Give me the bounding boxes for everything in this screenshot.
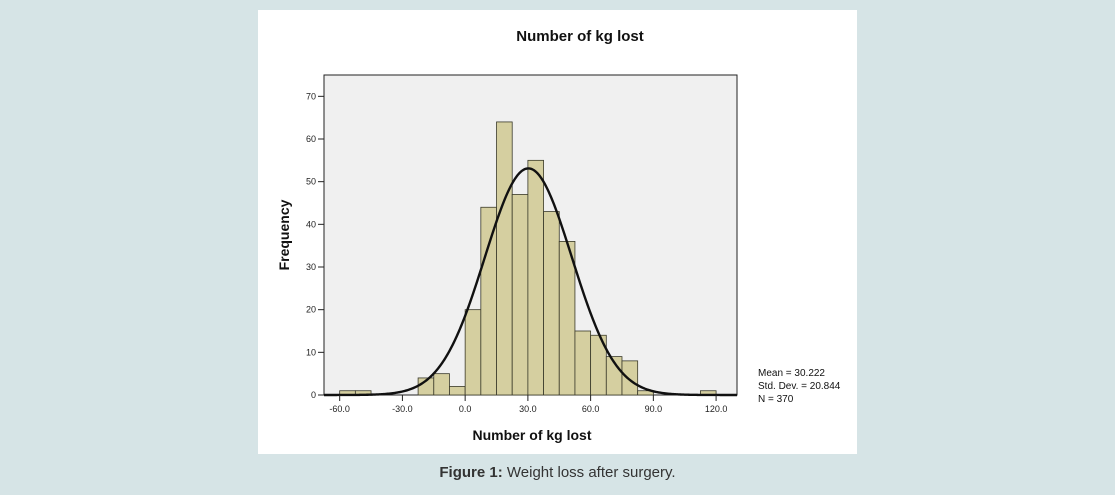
- x-tick-label-6: 120.0: [705, 404, 728, 414]
- histogram-bar-6: [480, 206, 497, 396]
- histogram-bar-3: [433, 373, 450, 396]
- y-tick-label-7: 70: [306, 91, 316, 101]
- histogram-bar-7: [496, 121, 513, 396]
- histogram-bar-5: [464, 309, 482, 396]
- x-tick-label-2: 0.0: [459, 404, 472, 414]
- x-tick-label-3: 30.0: [519, 404, 537, 414]
- histogram-bar-4: [449, 386, 466, 396]
- histogram-bar-16: [637, 390, 654, 396]
- histogram-bar-15: [621, 360, 639, 396]
- histogram-bar-9: [527, 159, 544, 396]
- caption-label: Figure 1:: [439, 464, 503, 481]
- normal-curve: [324, 167, 737, 397]
- stat-std-dev: Std. Dev. = 20.844: [758, 381, 841, 392]
- histogram-bar-11: [558, 240, 576, 396]
- chart-title: Number of kg lost: [516, 28, 644, 45]
- x-axis-ticks: -60.0 -30.0 0.0 30.0 60.0 90.0 120.0: [329, 395, 727, 414]
- stat-mean: Mean = 30.222: [758, 368, 825, 379]
- histogram-bar-10: [543, 211, 560, 396]
- histogram-bar-12: [574, 330, 592, 396]
- figure-caption: Figure 1: Weight loss after surgery.: [0, 464, 1115, 481]
- caption-text: Weight loss after surgery.: [502, 464, 676, 481]
- y-axis-label: Frequency: [276, 199, 292, 270]
- y-tick-label-2: 20: [306, 305, 316, 315]
- x-tick-label-1: -30.0: [392, 404, 413, 414]
- y-tick-label-6: 60: [306, 134, 316, 144]
- y-tick-label-3: 30: [306, 262, 316, 272]
- y-tick-label-5: 50: [306, 177, 316, 187]
- y-tick-label-4: 40: [306, 219, 316, 229]
- bars-group: [339, 121, 717, 396]
- histogram-bar-8: [511, 194, 529, 396]
- x-tick-label-5: 90.0: [645, 404, 663, 414]
- x-axis-label: Number of kg lost: [472, 427, 591, 443]
- figure-panel: Number of kg lost Frequency Number of kg…: [258, 10, 857, 454]
- y-axis-ticks: 0 10 20 30 40 50 60 70: [306, 91, 324, 400]
- x-tick-label-0: -60.0: [329, 404, 350, 414]
- y-tick-label-0: 0: [311, 390, 316, 400]
- histogram-chart: Number of kg lost Frequency Number of kg…: [276, 28, 841, 443]
- x-tick-label-4: 60.0: [582, 404, 600, 414]
- y-tick-label-1: 10: [306, 347, 316, 357]
- stat-n: N = 370: [758, 394, 794, 405]
